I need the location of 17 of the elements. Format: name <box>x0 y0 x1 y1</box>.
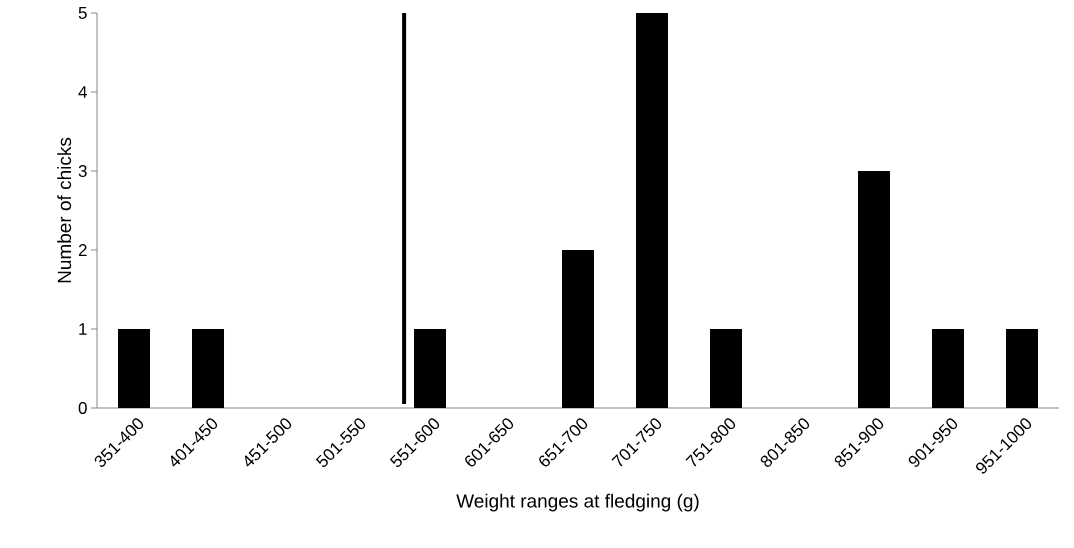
bar <box>118 328 151 408</box>
y-axis-title: Number of chicks <box>57 137 72 283</box>
y-tick-label: 4 <box>78 86 87 98</box>
y-tick-label: 3 <box>78 164 87 178</box>
bar <box>710 328 742 408</box>
bar <box>636 12 668 408</box>
y-tick-label: 5 <box>78 7 87 19</box>
bar <box>858 170 890 408</box>
bar <box>932 328 964 408</box>
bar <box>414 328 447 408</box>
x-axis-title: Weight ranges at fledging (g) <box>456 493 699 512</box>
y-tick-label: 0 <box>78 401 87 415</box>
bar <box>1006 328 1038 408</box>
bar <box>192 328 225 408</box>
y-tick-label: 1 <box>79 323 87 335</box>
y-tick-label: 2 <box>78 244 87 256</box>
bar <box>562 249 595 408</box>
